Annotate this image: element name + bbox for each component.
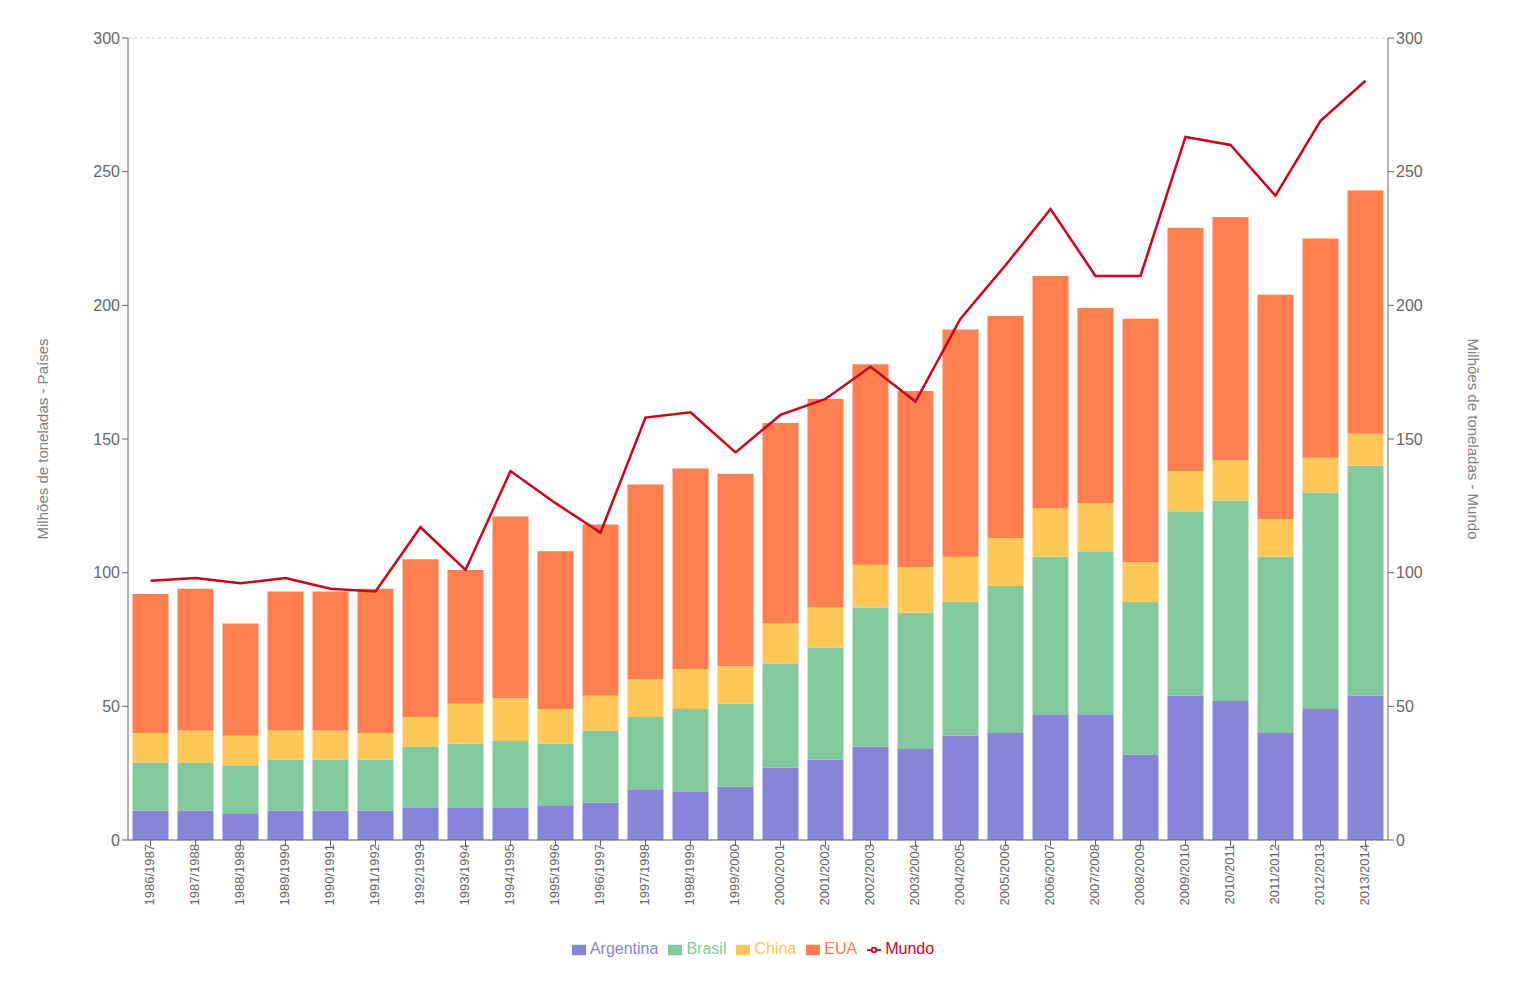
svg-text:0: 0 <box>1396 832 1405 849</box>
svg-text:200: 200 <box>1396 297 1423 314</box>
svg-text:1993/1994: 1993/1994 <box>457 844 472 905</box>
svg-text:100: 100 <box>1396 564 1423 581</box>
svg-text:2013/2014: 2013/2014 <box>1357 844 1372 905</box>
html-text:Brasil: Brasil <box>686 940 727 957</box>
svg-text:150: 150 <box>1396 431 1423 448</box>
svg-text:1994/1995: 1994/1995 <box>502 844 517 905</box>
svg-text:1986/1987: 1986/1987 <box>142 844 157 905</box>
svg-text:2005/2006: 2005/2006 <box>997 844 1012 905</box>
svg-text:2003/2004: 2003/2004 <box>907 844 922 905</box>
svg-text:1998/1999: 1998/1999 <box>682 844 697 905</box>
html-text:EUA: EUA <box>824 940 858 957</box>
svg-text:50: 50 <box>1396 698 1414 715</box>
svg-text:0: 0 <box>111 832 120 849</box>
svg-text:300: 300 <box>1396 30 1423 47</box>
svg-text:1996/1997: 1996/1997 <box>592 844 607 905</box>
svg-text:1988/1989: 1988/1989 <box>232 844 247 905</box>
svg-text:1989/1990: 1989/1990 <box>277 844 292 905</box>
svg-text:2000/2001: 2000/2001 <box>772 844 787 905</box>
svg-text:50: 50 <box>102 698 120 715</box>
svg-text:1991/1992: 1991/1992 <box>367 844 382 905</box>
svg-text:200: 200 <box>93 297 120 314</box>
svg-text:150: 150 <box>93 431 120 448</box>
svg-text:2002/2003: 2002/2003 <box>862 844 877 905</box>
svg-text:300: 300 <box>93 30 120 47</box>
svg-text:2012/2013: 2012/2013 <box>1312 844 1327 905</box>
svg-text:1987/1988: 1987/1988 <box>187 844 202 905</box>
svg-text:1992/1993: 1992/1993 <box>412 844 427 905</box>
html-text:China: China <box>754 940 797 957</box>
svg-text:2004/2005: 2004/2005 <box>952 844 967 905</box>
svg-text:2008/2009: 2008/2009 <box>1132 844 1147 905</box>
html-text:Argentina: Argentina <box>589 940 659 957</box>
svg-text:100: 100 <box>93 564 120 581</box>
svg-text:2009/2010: 2009/2010 <box>1177 844 1192 905</box>
svg-text:1997/1998: 1997/1998 <box>637 844 652 905</box>
svg-text:1999/2000: 1999/2000 <box>727 844 742 905</box>
svg-text:Milhões de toneladas - Mundo: Milhões de toneladas - Mundo <box>1465 339 1482 540</box>
svg-text:2011/2012: 2011/2012 <box>1267 844 1282 905</box>
svg-text:1995/1996: 1995/1996 <box>547 844 562 905</box>
svg-text:2006/2007: 2006/2007 <box>1042 844 1057 905</box>
svg-text:250: 250 <box>1396 163 1423 180</box>
svg-text:2007/2008: 2007/2008 <box>1087 844 1102 905</box>
svg-text:1990/1991: 1990/1991 <box>322 844 337 905</box>
svg-text:2001/2002: 2001/2002 <box>817 844 832 905</box>
svg-text:250: 250 <box>93 163 120 180</box>
svg-text:Milhões de toneladas - Países: Milhões de toneladas - Países <box>34 339 51 540</box>
svg-text:2010/2011: 2010/2011 <box>1222 844 1237 905</box>
html-text:Mundo: Mundo <box>885 940 935 957</box>
